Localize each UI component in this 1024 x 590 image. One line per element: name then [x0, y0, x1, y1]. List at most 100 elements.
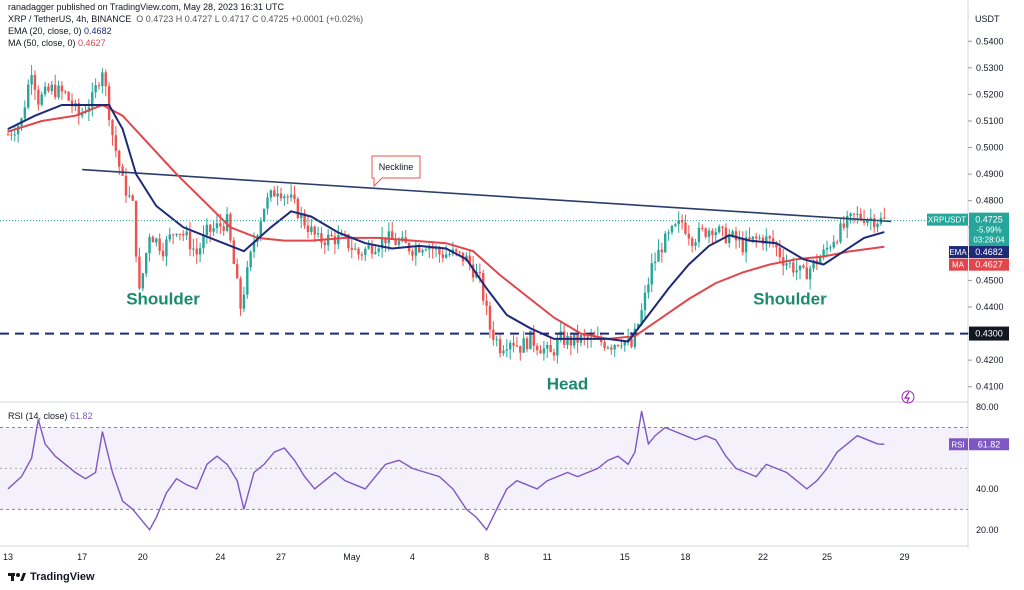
candle-body — [724, 227, 728, 244]
candle-body — [482, 272, 485, 301]
rsi-tick-label: 40.00 — [976, 484, 999, 494]
currency-label: USDT — [975, 14, 1000, 24]
candle-body — [141, 273, 145, 289]
candle-body — [808, 268, 812, 280]
candle-body — [209, 224, 212, 232]
candle-body — [283, 196, 286, 199]
candle-body — [829, 247, 832, 249]
candle-body — [519, 345, 522, 353]
candle-body — [212, 228, 215, 232]
candle-body — [805, 267, 808, 280]
candle-body — [761, 237, 765, 244]
candle-body — [360, 254, 364, 256]
candle-body — [731, 231, 734, 236]
candle-body — [694, 242, 697, 246]
neckline-label: Neckline — [379, 162, 414, 172]
candle-body — [876, 223, 879, 228]
candle-body — [444, 254, 448, 258]
candle-body — [91, 92, 94, 108]
ma-line — [7, 103, 885, 340]
candle-body — [178, 233, 182, 235]
candle-body — [97, 85, 101, 87]
ma-tag-label: MA — [952, 261, 965, 270]
tradingview-logo: TradingView — [8, 571, 95, 583]
candle-body — [802, 265, 805, 268]
candle-body — [512, 342, 515, 346]
price-tick-label: 0.5200 — [976, 89, 1004, 99]
candle-body — [53, 84, 57, 98]
time-tick-label: 18 — [680, 552, 690, 562]
candle-body — [168, 234, 171, 240]
candle-body — [239, 278, 242, 309]
candle-body — [118, 150, 121, 167]
candle-body — [849, 213, 852, 216]
lightning-bolt — [903, 391, 910, 403]
candle-body — [664, 233, 667, 253]
candle-body — [175, 233, 178, 235]
candle-body — [643, 292, 647, 311]
candle-body — [310, 226, 313, 233]
candle-body — [788, 262, 792, 264]
countdown-label: 03:28:04 — [973, 236, 1005, 245]
ema-value-label: 0.4682 — [975, 247, 1003, 257]
candle-body — [630, 338, 633, 347]
candle-body — [64, 91, 67, 93]
candle-body — [273, 190, 276, 197]
candle-body — [357, 248, 360, 255]
candle-body — [232, 240, 236, 265]
candle-body — [492, 329, 495, 340]
candle-body — [872, 218, 876, 228]
candle-body — [485, 300, 488, 306]
candle-body — [505, 349, 509, 351]
candle-body — [690, 238, 694, 246]
candle-body — [276, 193, 279, 197]
candle-body — [667, 232, 670, 234]
candle-body — [835, 241, 839, 243]
candle-body — [441, 254, 444, 258]
price-tick-label: 0.4800 — [976, 196, 1004, 206]
candle-body — [795, 270, 798, 273]
ma-legend: MA (50, close, 0) 0.4627 — [8, 38, 106, 48]
candle-body — [387, 231, 391, 244]
candles — [6, 65, 886, 364]
rsi-legend: RSI (14, close) 61.82 — [8, 411, 93, 421]
candle-body — [583, 334, 586, 337]
candle-body — [812, 260, 815, 269]
candle-body — [704, 228, 707, 237]
candle-body — [546, 345, 549, 349]
candle-body — [771, 238, 775, 244]
candle-body — [623, 341, 626, 346]
pattern-annotation: Shoulder — [753, 289, 827, 308]
candle-body — [832, 241, 835, 248]
candle-body — [249, 251, 252, 268]
candle-body — [535, 345, 539, 351]
rsi-value-label: 61.82 — [978, 439, 1001, 449]
candle-body — [296, 198, 300, 218]
candle-body — [111, 119, 114, 136]
candle-body — [859, 213, 862, 220]
candle-body — [330, 234, 333, 237]
candle-body — [842, 223, 846, 228]
candle-body — [158, 238, 161, 251]
candle-body — [448, 253, 451, 255]
candle-body — [50, 84, 54, 91]
candle-body — [755, 236, 758, 239]
ma-value-tag — [969, 258, 1009, 271]
candle-body — [394, 239, 397, 245]
candle-body — [188, 231, 192, 250]
candle-body — [431, 247, 434, 250]
candle-body — [650, 263, 653, 285]
candle-body — [424, 249, 428, 251]
candle-body — [10, 134, 13, 136]
candle-body — [697, 227, 701, 243]
price-tick-label: 0.5400 — [976, 36, 1004, 46]
candle-body — [259, 221, 262, 236]
candle-body — [316, 233, 320, 235]
change-label: -5.99% — [976, 226, 1001, 235]
candle-body — [370, 245, 374, 254]
candle-body — [94, 85, 97, 93]
candle-body — [785, 263, 788, 266]
last-price-tag — [969, 212, 1009, 249]
candle-body — [765, 236, 768, 244]
